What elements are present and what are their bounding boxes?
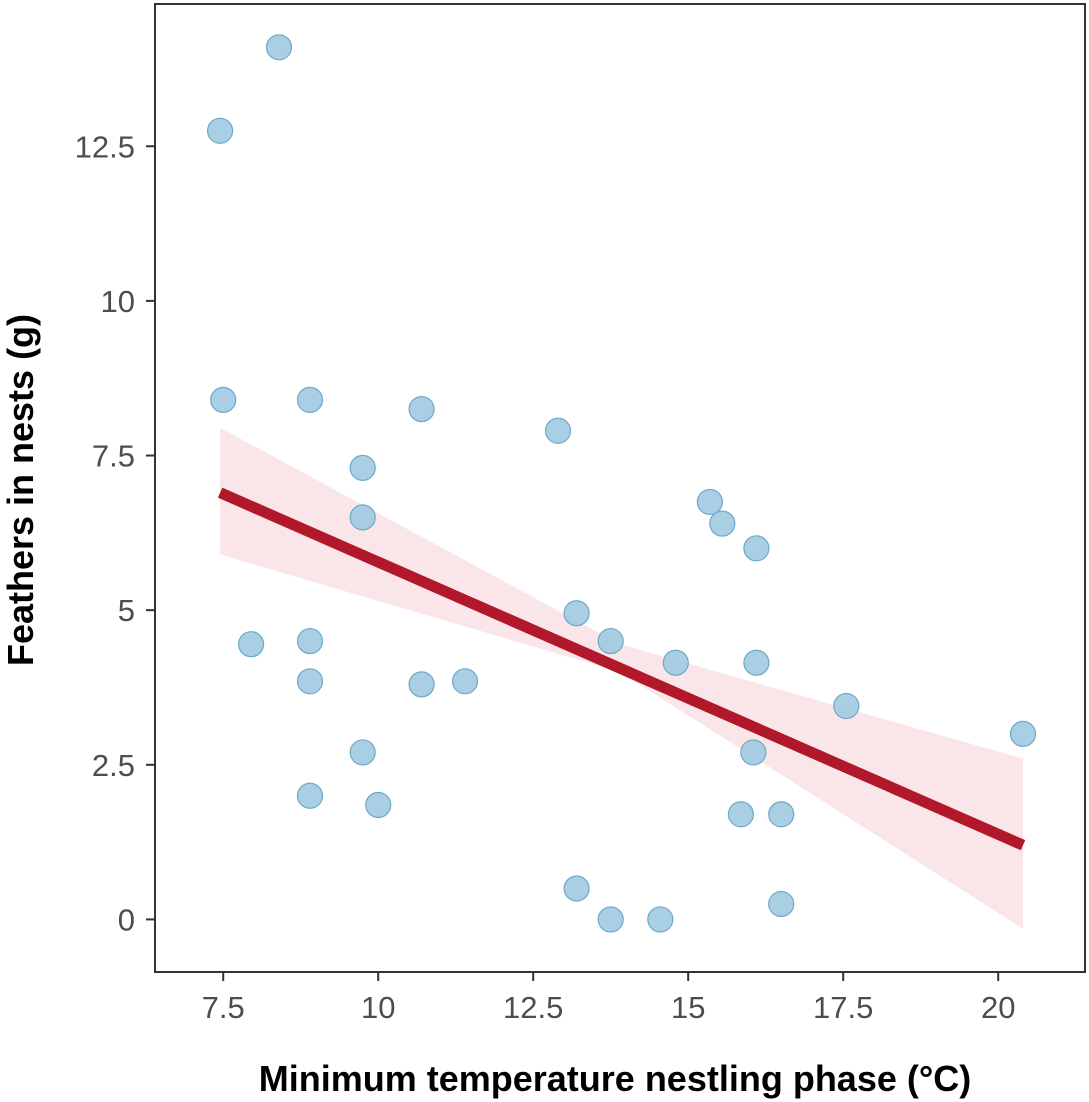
data-point bbox=[740, 739, 767, 766]
data-point bbox=[349, 739, 376, 766]
y-tick-label: 5 bbox=[118, 593, 135, 628]
x-tick-label: 20 bbox=[981, 990, 1015, 1025]
y-tick-label: 12.5 bbox=[75, 129, 135, 164]
data-point bbox=[544, 417, 572, 444]
data-point bbox=[647, 906, 674, 933]
data-point bbox=[408, 396, 435, 423]
x-axis: 7.5 10 12.5 15 17.5 20 bbox=[202, 972, 1015, 1025]
data-point bbox=[349, 454, 376, 481]
data-point bbox=[1009, 720, 1037, 747]
data-point bbox=[662, 649, 689, 676]
data-point bbox=[296, 627, 324, 655]
data-point bbox=[296, 668, 324, 695]
data-point bbox=[743, 649, 770, 676]
data-point bbox=[563, 875, 590, 902]
data-point bbox=[349, 504, 376, 531]
data-point bbox=[207, 117, 234, 144]
x-tick-label: 15 bbox=[671, 990, 705, 1025]
x-tick-label: 12.5 bbox=[503, 990, 563, 1025]
data-point bbox=[768, 890, 795, 918]
confidence-band bbox=[220, 427, 1024, 929]
regression-line bbox=[217, 487, 1026, 851]
y-tick-label: 7.5 bbox=[92, 439, 135, 474]
data-point bbox=[597, 627, 624, 655]
data-point bbox=[451, 668, 479, 695]
y-tick-label: 10 bbox=[101, 284, 135, 319]
plot-frame bbox=[154, 3, 1086, 973]
data-point bbox=[768, 801, 795, 828]
data-point bbox=[238, 631, 265, 658]
x-tick-label: 17.5 bbox=[813, 990, 873, 1025]
data-point bbox=[296, 782, 324, 809]
data-point bbox=[833, 692, 860, 720]
x-tick-label: 10 bbox=[361, 990, 395, 1025]
y-axis-title: Feathers in nests (g) bbox=[0, 314, 41, 666]
data-point bbox=[709, 510, 736, 537]
y-tick-label: 2.5 bbox=[92, 748, 135, 783]
x-axis-title: Minimum temperature nestling phase (°C) bbox=[259, 1058, 972, 1099]
data-point bbox=[296, 386, 324, 413]
data-point bbox=[563, 600, 590, 627]
data-point bbox=[210, 386, 237, 413]
data-point bbox=[265, 34, 293, 61]
data-point bbox=[743, 535, 770, 562]
data-point bbox=[408, 671, 435, 698]
y-tick-label: 0 bbox=[118, 902, 135, 937]
data-point bbox=[597, 906, 624, 933]
data-point bbox=[365, 791, 392, 819]
y-axis: 0 2.5 5 7.5 10 12.5 bbox=[75, 129, 155, 937]
data-point bbox=[727, 801, 755, 828]
x-tick-label: 7.5 bbox=[202, 990, 245, 1025]
data-point bbox=[696, 488, 724, 516]
